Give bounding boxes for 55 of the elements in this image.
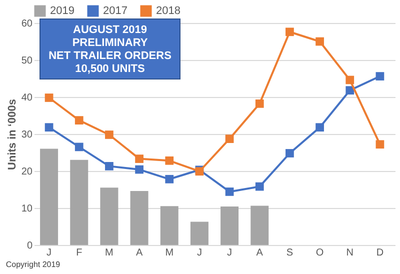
point — [376, 72, 384, 80]
point — [316, 123, 324, 132]
point — [225, 188, 234, 196]
point — [346, 86, 354, 95]
point — [286, 149, 294, 158]
bar — [70, 160, 88, 245]
y-tick-label: 40 — [21, 92, 33, 104]
y-tick-label: 50 — [21, 56, 33, 66]
x-tick-label: F — [76, 248, 82, 258]
legend-label: 2018 — [156, 5, 180, 17]
bar — [100, 188, 118, 245]
bar — [40, 148, 58, 245]
y-tick-label: 10 — [21, 204, 33, 214]
bar — [250, 206, 269, 245]
bar — [190, 222, 208, 245]
legend-label: 2019 — [50, 5, 74, 17]
bar — [130, 190, 148, 245]
bar — [160, 206, 178, 245]
x-tick-label: O — [316, 248, 324, 258]
x-tick-label: S — [286, 248, 294, 258]
x-tick-label: D — [376, 248, 384, 258]
legend-label: 2017 — [103, 5, 128, 17]
point — [105, 162, 114, 170]
x-tick-label: A — [256, 248, 264, 258]
y-tick-label: 30 — [21, 130, 33, 140]
point — [74, 116, 84, 124]
text: Copyright 2019 — [6, 260, 61, 269]
x-tick-label: M — [165, 248, 174, 258]
x-tick-label: J — [46, 248, 52, 258]
point — [135, 154, 144, 163]
y-tick-label: 20 — [21, 166, 33, 178]
point — [135, 165, 144, 174]
x-tick-label: M — [105, 248, 114, 258]
point — [165, 156, 174, 165]
text: AUGUST 2019 PRELIMINARY NET TRAILER ORDERS 10,500 UNITS — [48, 24, 172, 75]
point — [74, 142, 84, 152]
point — [316, 37, 324, 46]
y-tick-label: 60 — [21, 18, 33, 30]
point — [376, 140, 384, 149]
x-tick-label: J — [196, 248, 202, 258]
point — [346, 76, 354, 84]
point — [255, 99, 264, 108]
point — [44, 94, 54, 102]
y-axis-title: Units in ‘000s — [6, 99, 18, 170]
x-tick-label: J — [227, 248, 232, 258]
y-tick-label: 0 — [26, 240, 33, 252]
point — [105, 130, 114, 139]
point — [255, 182, 264, 191]
bar — [220, 206, 239, 245]
point — [165, 174, 174, 184]
point — [286, 28, 294, 36]
point — [44, 123, 54, 132]
x-tick-label: N — [346, 248, 354, 258]
x-tick-label: A — [136, 248, 143, 258]
point — [225, 134, 234, 143]
